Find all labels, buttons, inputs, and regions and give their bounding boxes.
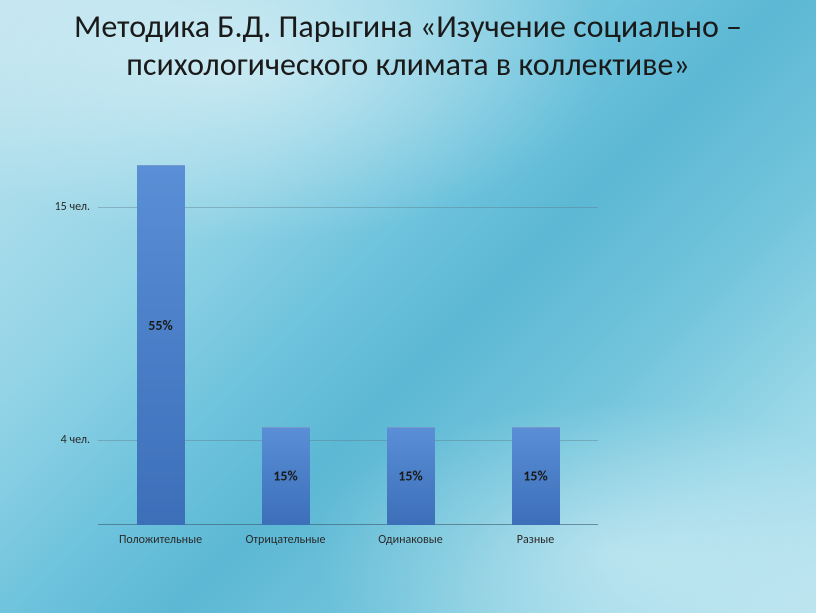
bars-container: 55% 15% 15% 15%: [98, 165, 598, 525]
plot-area: 55% 15% 15% 15%: [98, 165, 598, 525]
bar: 15%: [512, 427, 560, 525]
y-axis-labels: 15 чел. 4 чел.: [40, 165, 90, 525]
bar-value-label: 15%: [512, 468, 560, 485]
bar: 15%: [387, 427, 435, 525]
bar-value-label: 55%: [137, 317, 185, 334]
slide-title: Методика Б.Д. Парыгина «Изучение социаль…: [0, 8, 816, 85]
bar: 15%: [262, 427, 310, 525]
y-tick-label: 15 чел.: [40, 200, 90, 214]
bar-slot: 15%: [348, 165, 473, 525]
category-label: Одинаковые: [348, 533, 473, 547]
bar-slot: 55%: [98, 165, 223, 525]
y-tick-label: 4 чел.: [40, 433, 90, 447]
bar: 55%: [137, 165, 185, 525]
bar-slot: 15%: [473, 165, 598, 525]
bar-slot: 15%: [223, 165, 348, 525]
category-label: Отрицательные: [223, 533, 348, 547]
bar-value-label: 15%: [262, 468, 310, 485]
x-axis-labels: Положительные Отрицательные Одинаковые Р…: [98, 533, 598, 547]
bar-chart: 15 чел. 4 чел. 55% 15%: [40, 165, 600, 585]
slide: Методика Б.Д. Парыгина «Изучение социаль…: [0, 0, 816, 613]
category-label: Положительные: [98, 533, 223, 547]
bar-value-label: 15%: [387, 468, 435, 485]
category-label: Разные: [473, 533, 598, 547]
